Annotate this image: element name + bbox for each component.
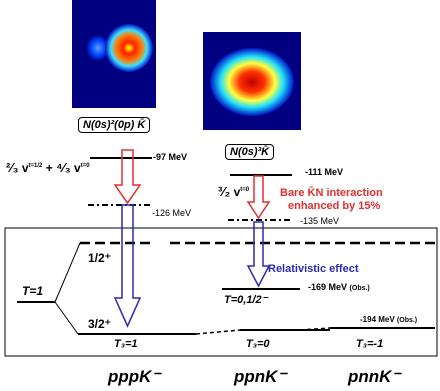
connector-T1-down [54, 301, 79, 335]
coupling-formula-ppn: ³⁄₂ vt=0 [218, 184, 250, 199]
config-ppp: N(0s)²(0p) K̄ [78, 117, 151, 133]
relativistic-label: Relativistic effect [268, 263, 359, 275]
density-blob-ppn [210, 48, 294, 116]
nucleus-ppp: pppK⁻ [108, 367, 161, 386]
diagram-frame [4, 227, 438, 357]
energy-ppp-97: -97 MeV [153, 152, 188, 162]
label-half-plus: 1/2⁺ [88, 251, 112, 265]
blue-arrow-ppp [113, 204, 142, 328]
label-T3-1: T₃=1 [114, 338, 138, 350]
energy-obs1: -169 MeV (Obs.) [308, 282, 370, 293]
energy-ppp-126: -126 MeV [152, 208, 192, 218]
nucleus-ppn: ppnK⁻ [234, 367, 287, 386]
nucleus-pnn: pnnK⁻ [348, 367, 401, 386]
energy-ppn-135: -135 MeV [300, 216, 340, 226]
label-T3-0: T₃=0 [246, 338, 270, 350]
config-ppn: N(0s)³K̄ [225, 144, 275, 160]
energy-obs1-value: -169 MeV [308, 282, 348, 292]
density-blob-small [86, 35, 110, 61]
connector-T1-up [54, 242, 81, 303]
connector-pnn [299, 327, 331, 331]
enhanced-label: enhanced by 15% [288, 200, 381, 212]
label-T01: T=0,1/2⁻ [224, 294, 268, 306]
label-T3-m1: T₃=-1 [356, 338, 384, 350]
blue-arrow-ppn [246, 221, 271, 288]
connector-194 [195, 329, 241, 335]
energy-obs2-tag: (Obs.) [396, 317, 418, 324]
bare-interaction-label: Bare K̄N interaction [280, 187, 383, 199]
label-T1: T=1 [22, 284, 44, 298]
coupling-formula: ²⁄₃ vt=1/2 + ⁴⁄₃ vt=0 [6, 160, 90, 175]
density-blob-main [105, 24, 153, 72]
energy-obs1-tag: (Obs.) [349, 285, 370, 292]
energy-obs2: -194 MeV (Obs.) [360, 315, 418, 325]
energy-obs2-value: -194 MeV [360, 315, 395, 324]
red-arrow-ppp [113, 149, 142, 205]
energy-ppn-111: -111 MeV [305, 167, 344, 177]
label-three-half-plus: 3/2⁺ [88, 317, 112, 331]
red-arrow-ppn [246, 175, 271, 220]
